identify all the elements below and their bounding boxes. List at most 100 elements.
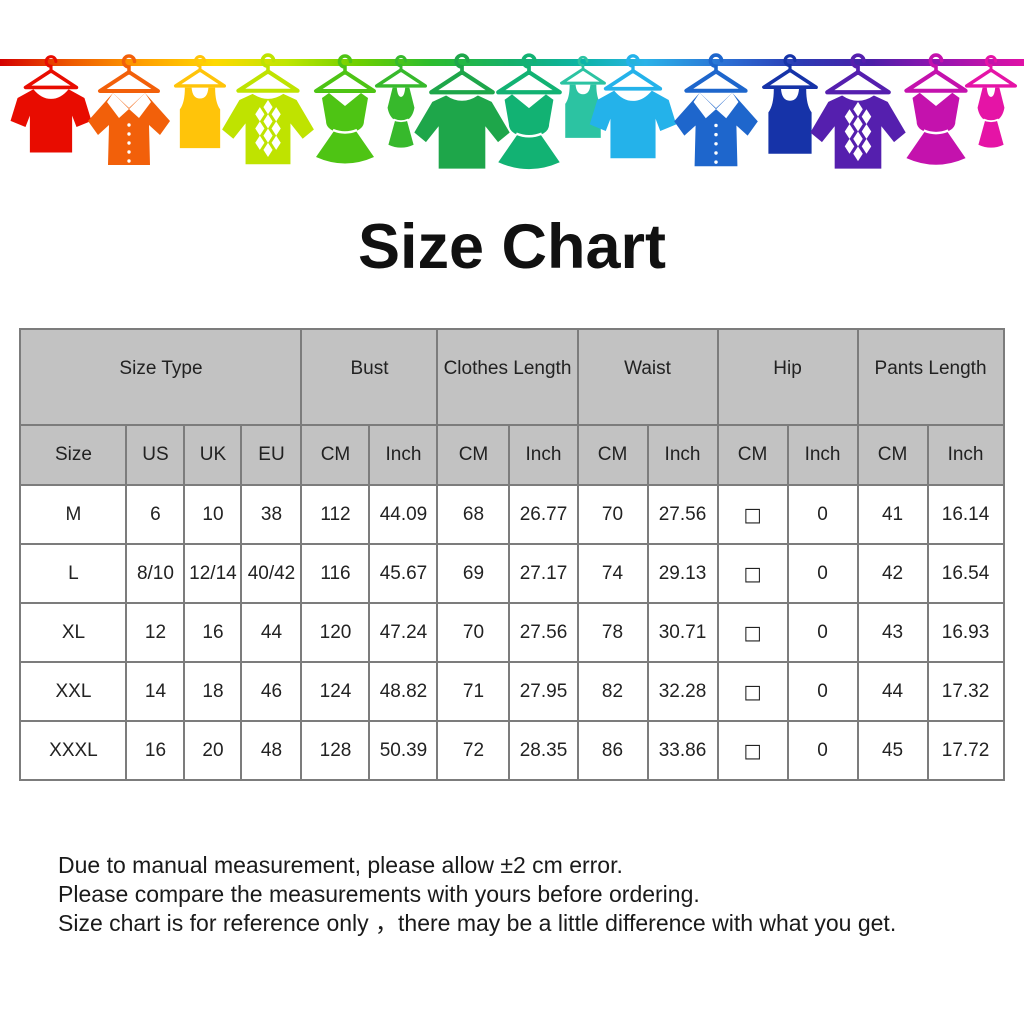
note-line: Please compare the measurements with you… <box>58 881 700 907</box>
table-row: XL 12 16 44 120 47.24 70 27.56 78 30.71 □ 0 43 16.93 <box>19 602 1005 663</box>
table-cell: 42 <box>856 543 929 604</box>
table-cell: 0 <box>786 484 859 545</box>
table-cell: 27.95 <box>508 661 579 722</box>
table-cell: 16 <box>125 720 186 781</box>
page-title: Size Chart <box>357 212 667 282</box>
group-header: Bust <box>300 328 439 426</box>
table-row: XXXL 16 20 48 128 50.39 72 28.35 86 33.86 □ 0 45 17.7… <box>19 720 1005 781</box>
size-label-cell: M <box>19 484 128 545</box>
table-cell: 45 <box>856 720 929 781</box>
table-cell: 0 <box>786 602 859 663</box>
size-label-cell: L <box>19 543 128 604</box>
clothesline-rope <box>0 59 1024 66</box>
table-cell: 12 <box>125 602 186 663</box>
table-cell: 17.72 <box>926 720 1005 781</box>
table-cell: 30.71 <box>646 602 719 663</box>
size-chart-page: Size Chart Size Type Bust Clothes Length Wa… <box>0 0 1024 938</box>
note-line: Due to manual measurement, please allow … <box>58 852 623 878</box>
dress-icon <box>295 53 395 168</box>
table-cell: 74 <box>576 543 649 604</box>
column-header: EU <box>240 424 303 486</box>
shirt-icon <box>665 52 767 169</box>
clothesline-banner <box>0 0 1024 178</box>
table-cell: 14 <box>125 661 186 722</box>
table-cell: 41 <box>856 484 929 545</box>
table-row: L 8/10 12/14 40/42 116 45.67 69 27.17 74 29.13 □ 0 4… <box>19 543 1005 604</box>
table-cell: 8/10 <box>125 543 186 604</box>
table-cell: □ <box>716 484 789 545</box>
group-header: Clothes Length <box>436 328 579 426</box>
tank-top-icon <box>158 54 242 151</box>
table-cell: 38 <box>240 484 303 545</box>
dress-icon <box>885 52 987 169</box>
table-cell: 12/14 <box>183 543 243 604</box>
table-cell: 86 <box>576 720 649 781</box>
table-cell: 128 <box>300 720 371 781</box>
table-cell: 44 <box>240 602 303 663</box>
note-line: Size chart is for reference only ，there … <box>58 910 897 936</box>
table-cell: 20 <box>183 720 243 781</box>
tank-dress-icon <box>949 54 1024 151</box>
table-cell: 46 <box>240 661 303 722</box>
table-cell: 120 <box>300 602 371 663</box>
tank-top-icon <box>745 53 835 157</box>
table-cell: 33.86 <box>646 720 719 781</box>
size-chart-table: Size Type Bust Clothes Length Waist Hip Pants… <box>19 328 1005 781</box>
table-cell: 28.35 <box>508 720 579 781</box>
table-cell: 16.14 <box>926 484 1005 545</box>
table-row: M 6 10 38 112 44.09 68 26.77 70 27.56 □ 0 41 16.14 <box>19 484 1005 545</box>
column-header: CM <box>856 424 929 486</box>
table-cell: 26.77 <box>508 484 579 545</box>
column-header: Inch <box>926 424 1005 486</box>
table-cell: 78 <box>576 602 649 663</box>
table-cell: 17.32 <box>926 661 1005 722</box>
table-cell: 27.56 <box>646 484 719 545</box>
tshirt-icon <box>586 53 680 161</box>
table-cell: 0 <box>786 720 859 781</box>
table-cell: 29.13 <box>646 543 719 604</box>
column-header: CM <box>300 424 371 486</box>
group-header: Hip <box>716 328 859 426</box>
size-label-cell: XL <box>19 602 128 663</box>
table-cell: 70 <box>436 602 511 663</box>
table-cell: 69 <box>436 543 511 604</box>
table-cell: 6 <box>125 484 186 545</box>
table-cell: 44.09 <box>368 484 439 545</box>
table-cell: 18 <box>183 661 243 722</box>
column-header: CM <box>716 424 789 486</box>
dress-icon <box>476 52 582 174</box>
table-cell: 48 <box>240 720 303 781</box>
group-header: Pants Length <box>856 328 1005 426</box>
table-cell: 116 <box>300 543 371 604</box>
table-cell: 32.28 <box>646 661 719 722</box>
column-header: Size <box>19 424 128 486</box>
column-header: Inch <box>786 424 859 486</box>
table-cell: 16.54 <box>926 543 1005 604</box>
table-cell: 72 <box>436 720 511 781</box>
notes: Due to manual measurement, please allow … <box>58 851 1024 938</box>
table-cell: 70 <box>576 484 649 545</box>
table-cell: 71 <box>436 661 511 722</box>
column-header: CM <box>436 424 511 486</box>
table-cell: 27.56 <box>508 602 579 663</box>
table-cell: 40/42 <box>240 543 303 604</box>
argyle-sweater-icon <box>217 52 319 169</box>
group-header: Waist <box>576 328 719 426</box>
table-cell: 112 <box>300 484 371 545</box>
table-cell: 68 <box>436 484 511 545</box>
column-header: UK <box>183 424 243 486</box>
size-label-cell: XXXL <box>19 720 128 781</box>
column-header: US <box>125 424 186 486</box>
table-cell: 27.17 <box>508 543 579 604</box>
table-cell: 44 <box>856 661 929 722</box>
tshirt-icon <box>7 54 95 155</box>
table-cell: 45.67 <box>368 543 439 604</box>
column-header: Inch <box>508 424 579 486</box>
table-cell: 124 <box>300 661 371 722</box>
table-cell: 0 <box>786 543 859 604</box>
argyle-sweater-icon <box>805 52 911 174</box>
column-header: CM <box>576 424 649 486</box>
table-cell: 16 <box>183 602 243 663</box>
table-cell: 50.39 <box>368 720 439 781</box>
group-header: Size Type <box>19 328 303 426</box>
